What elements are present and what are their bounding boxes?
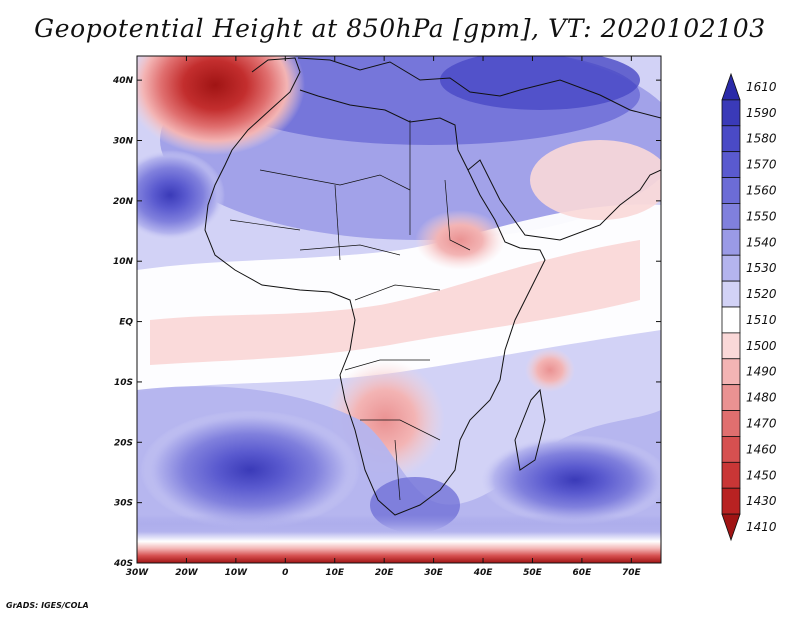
colorbar-label: 1470 — [746, 417, 777, 431]
lon-tick-label: 40E — [473, 568, 494, 578]
colorbar-label: 1590 — [746, 106, 777, 120]
lat-tick-label: 30N — [113, 137, 134, 147]
colorbar-label: 1520 — [746, 287, 777, 301]
map-title: Geopotential Height at 850hPa [gpm], VT:… — [34, 14, 766, 43]
coastlines — [204, 57, 661, 516]
field-indian-ocean-low — [480, 435, 661, 525]
map-frame — [136, 55, 662, 564]
colorbar-swatch — [721, 125, 741, 153]
colorbar-swatch — [721, 228, 741, 256]
colorbar-label: 1430 — [746, 494, 777, 508]
colorbar-label: 1500 — [746, 339, 777, 353]
field-madagascar-pink — [525, 348, 575, 392]
colorbar-swatch — [721, 151, 741, 178]
colorbar-label: 1490 — [746, 365, 777, 379]
europe-asia-coastline — [297, 57, 661, 119]
colorbar-swatch — [721, 99, 741, 127]
colorbar-label: 1450 — [746, 468, 777, 482]
country-borders — [229, 120, 471, 501]
lat-tick-label: 40N — [112, 76, 134, 86]
lon-tick-label: 60E — [573, 568, 593, 578]
lat-tick-label: 10N — [113, 257, 134, 267]
field-horn-pink — [415, 210, 505, 270]
colorbar-swatch — [721, 280, 741, 308]
colorbar-label: 1580 — [746, 132, 777, 146]
colorbar-label: 1570 — [746, 158, 777, 172]
colorbar-swatch — [721, 358, 741, 386]
lon-tick-label: 20E — [375, 568, 395, 578]
lon-tick-label: 10W — [225, 568, 249, 578]
lat-tick-label: 20S — [114, 438, 133, 448]
latitude-ticks: 40N 30N 20N 10N EQ 10S 20S 30S 40S — [112, 76, 661, 569]
colorbar-swatch — [721, 254, 741, 282]
colorbar-label: 1550 — [746, 209, 777, 223]
colorbar-swatch — [721, 436, 741, 463]
lon-tick-label: 50E — [523, 568, 543, 578]
height-field — [137, 56, 661, 563]
colorbar-swatch — [721, 332, 741, 360]
colorbar-label: 1540 — [746, 235, 777, 249]
africa-coastline — [204, 57, 546, 516]
field-northwest-high — [137, 56, 305, 155]
longitude-ticks: 30W 20W 10W 0 10E 20E 30E 40E 50E 60E 70E — [126, 56, 642, 578]
grads-credit: GrADS: IGES/COLA — [6, 601, 89, 610]
colorbar-swatch — [721, 384, 741, 411]
lat-tick-label: 40S — [113, 559, 133, 569]
colorbar: 1610 1590 1580 1570 1560 1550 1540 1530 1520 1510… — [721, 72, 777, 542]
colorbar-label: 1460 — [746, 442, 777, 456]
madagascar-coastline — [514, 388, 546, 471]
field-equatorial-pink — [150, 240, 640, 365]
lat-tick-label: 30S — [114, 499, 133, 509]
colorbar-label: 1510 — [746, 313, 777, 327]
colorbar-label: 1530 — [746, 261, 777, 275]
field-arabia-pink — [530, 140, 661, 220]
colorbar-arrow-bottom — [721, 513, 741, 542]
lon-tick-label: 0 — [282, 568, 288, 578]
colorbar-swatch — [721, 177, 741, 204]
lon-tick-label: 30E — [424, 568, 444, 578]
colorbar-arrow-top — [721, 72, 741, 101]
lon-tick-label: 70E — [622, 568, 642, 578]
colorbar-swatch — [721, 461, 741, 489]
colorbar-label: 1480 — [746, 391, 777, 405]
field-levant-blue — [440, 56, 640, 110]
lon-tick-label: 30W — [126, 568, 150, 578]
lat-tick-label: 20N — [113, 197, 134, 207]
field-southern-gradient — [137, 515, 661, 563]
field-south-atlantic-low — [140, 410, 360, 530]
lon-tick-label: 20W — [175, 568, 199, 578]
lat-tick-label: EQ — [119, 318, 133, 328]
lat-tick-label: 10S — [114, 378, 133, 388]
arabia-coastline — [467, 159, 661, 241]
lon-tick-label: 10E — [325, 568, 345, 578]
colorbar-swatch — [721, 410, 741, 437]
colorbar-swatch — [721, 487, 741, 515]
field-atlantic-blue — [137, 150, 225, 240]
colorbar-swatch — [721, 306, 741, 334]
colorbar-label: 1610 — [746, 80, 777, 94]
colorbar-swatch — [721, 203, 741, 230]
colorbar-label: 1560 — [746, 184, 777, 198]
colorbar-label: 1410 — [746, 520, 777, 534]
